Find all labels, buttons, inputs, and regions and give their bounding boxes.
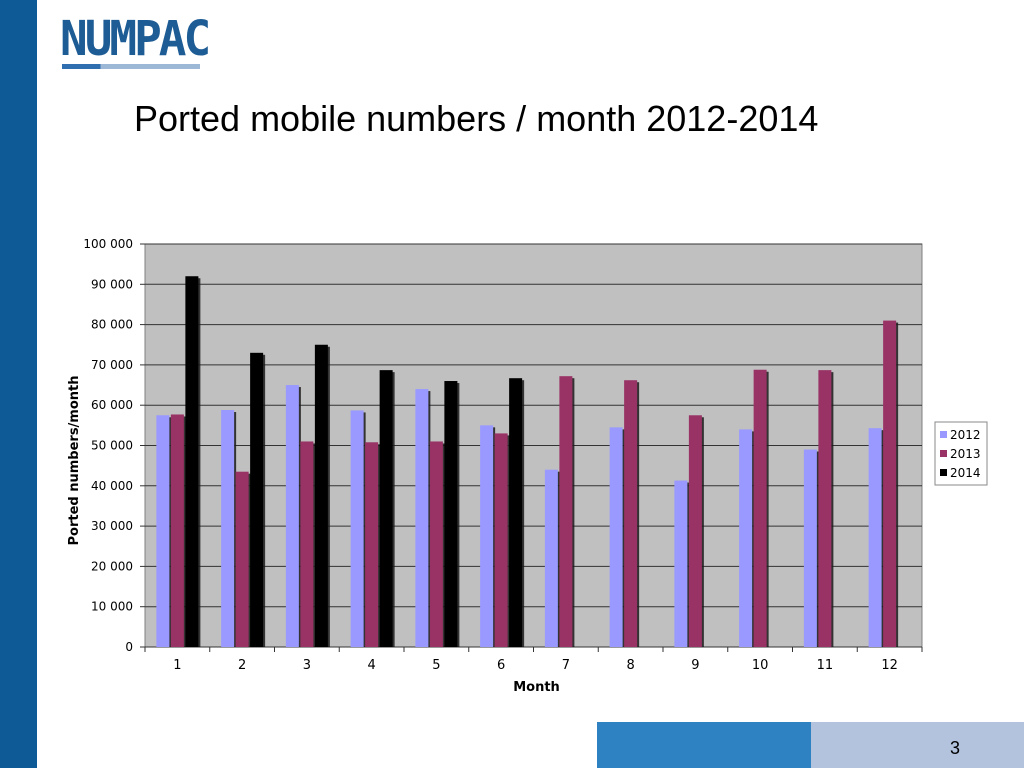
- legend-label-2012: 2012: [950, 428, 981, 442]
- y-tick-label: 0: [125, 640, 133, 654]
- x-tick-label: 6: [497, 658, 505, 673]
- bar-2014-month-5: [444, 381, 458, 647]
- bar-2013-month-2: [235, 471, 249, 647]
- bar-2013-month-3: [300, 441, 314, 647]
- x-tick-label: 8: [626, 658, 634, 673]
- bar-2013-month-8: [624, 380, 638, 647]
- y-tick-label: 30 000: [91, 519, 133, 533]
- bar-2013-month-11: [818, 370, 832, 647]
- chart-svg: 0 10 000 20 000 30 000 40 000 50 000 60 000 70 …: [67, 237, 988, 695]
- bar-2013-month-1: [170, 414, 184, 647]
- numpac-logo: NUMPAC: [58, 8, 228, 69]
- bar-2013-month-12: [883, 320, 897, 647]
- x-tick-label: 5: [432, 658, 440, 673]
- legend-label-2013: 2013: [950, 447, 981, 461]
- bar-2012-month-1: [156, 415, 170, 647]
- bar-2012-month-7: [544, 469, 558, 647]
- bar-2014-month-2: [250, 352, 264, 647]
- y-tick-label: 40 000: [91, 479, 133, 493]
- x-tick-label: 10: [752, 658, 769, 673]
- y-tick-label: 90 000: [91, 277, 133, 291]
- y-tick-label: 20 000: [91, 559, 133, 573]
- bar-2013-month-6: [494, 433, 508, 647]
- bar-2012-month-8: [609, 427, 623, 647]
- page-number: 3: [949, 738, 960, 758]
- y-tick-label: 80 000: [91, 318, 133, 332]
- left-accent-bar: [0, 0, 37, 768]
- x-tick-label: 4: [367, 658, 375, 673]
- x-tick-label: 2: [238, 658, 246, 673]
- legend-swatch-2013: [940, 450, 947, 457]
- slide-title: Ported mobile numbers / month 2012-2014: [134, 98, 819, 139]
- legend-label-2014: 2014: [950, 466, 981, 480]
- footer-light-block: [811, 722, 1024, 768]
- bar-2014-month-3: [314, 344, 328, 647]
- x-tick-label: 1: [173, 658, 181, 673]
- bar-2013-month-10: [753, 369, 767, 647]
- bar-2013-month-9: [688, 415, 702, 647]
- y-tick-label: 50 000: [91, 439, 133, 453]
- x-axis-title: Month: [513, 680, 560, 695]
- bar-2012-month-12: [868, 428, 882, 647]
- legend-swatch-2014: [940, 469, 947, 476]
- logo-underline: [62, 64, 200, 69]
- bar-2014-month-4: [379, 370, 393, 647]
- y-axis-title: Ported numbers/month: [67, 375, 82, 545]
- bar-2012-month-6: [480, 425, 494, 647]
- bar-2012-month-5: [415, 389, 429, 647]
- bar-2014-month-6: [509, 378, 523, 647]
- bar-2012-month-9: [674, 480, 688, 647]
- bar-2012-month-4: [350, 410, 364, 647]
- bar-2012-month-2: [221, 410, 235, 647]
- bar-2012-month-11: [803, 449, 817, 647]
- x-tick-label: 12: [881, 658, 898, 673]
- y-tick-label: 100 000: [83, 237, 133, 251]
- x-tick-label: 7: [562, 658, 570, 673]
- bar-2014-month-1: [185, 276, 199, 647]
- x-tick-label: 9: [691, 658, 699, 673]
- bar-2012-month-3: [285, 385, 299, 647]
- y-tick-label: 10 000: [91, 600, 133, 614]
- bar-chart: 0 10 000 20 000 30 000 40 000 50 000 60 000 70 …: [60, 228, 1000, 698]
- bar-2012-month-10: [739, 429, 753, 647]
- x-tick-label: 11: [817, 658, 834, 673]
- logo-text: NUMPAC: [60, 10, 211, 67]
- legend-swatch-2012: [940, 431, 947, 438]
- bar-2013-month-7: [559, 376, 573, 647]
- footer-blue-block: [597, 722, 811, 768]
- bar-2013-month-4: [365, 442, 379, 647]
- bar-2013-month-5: [429, 441, 443, 647]
- x-tick-label: 3: [303, 658, 311, 673]
- y-tick-label: 60 000: [91, 398, 133, 412]
- y-tick-label: 70 000: [91, 358, 133, 372]
